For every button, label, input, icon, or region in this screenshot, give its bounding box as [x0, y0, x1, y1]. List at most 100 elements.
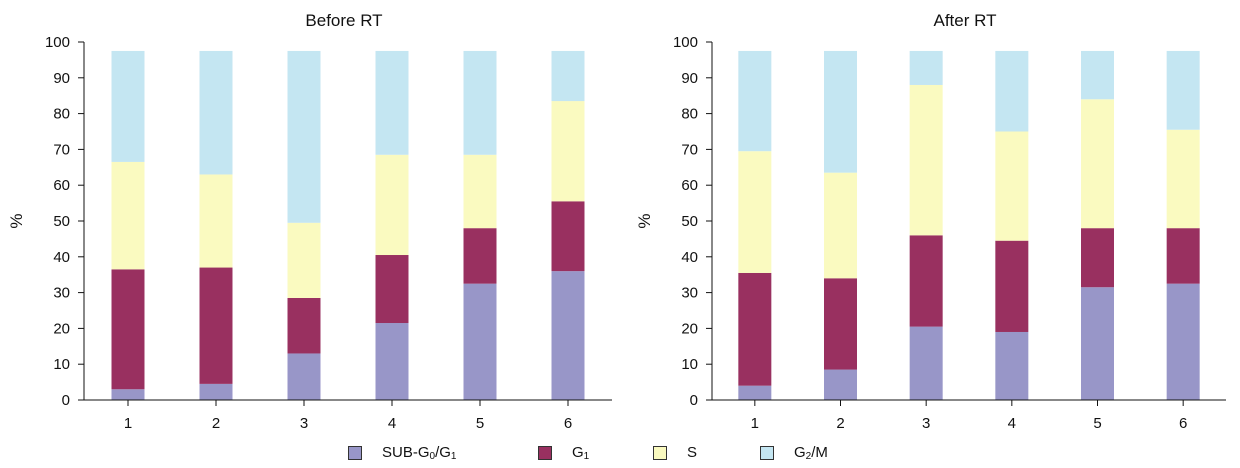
- panel2-bar-g2-m-5: [1081, 50, 1114, 100]
- panel2-bar-sub-g0-g1-1: [738, 385, 772, 400]
- legend-label-s: S: [687, 444, 698, 461]
- panel1-ytick-label-90: 90: [53, 70, 70, 87]
- panel2-bar-g1-3: [909, 235, 943, 327]
- panel1-ytick-label-30: 30: [53, 285, 70, 302]
- legend: SUB-G0/G1 G1 S G2/M: [0, 444, 1240, 468]
- panel1-bar-g2-m-5: [463, 50, 497, 155]
- panel1-title: Before RT: [305, 11, 382, 30]
- panel1-ytick-label-0: 0: [62, 392, 70, 409]
- panel1-ytick-label-80: 80: [53, 106, 70, 123]
- panel2-ytick-label-10: 10: [681, 356, 698, 373]
- panel1-bar-sub-g0-g1-5: [463, 283, 497, 400]
- legend-label-sub-g0-g1: SUB-G0/G1: [382, 444, 457, 462]
- panel2-bar-g1-5: [1081, 228, 1114, 288]
- legend-item-g1: G1: [538, 444, 589, 462]
- panel1-bar-sub-g0-g1-1: [111, 389, 145, 400]
- legend-label-g1: G1: [572, 444, 590, 462]
- panel1-bar-g2-m-6: [551, 50, 585, 102]
- panel1-ytick-label-40: 40: [53, 249, 70, 266]
- panel2-bar-g2-m-2: [824, 50, 857, 173]
- panel1-ytick-label-20: 20: [53, 320, 70, 337]
- panel2-ytick-label-50: 50: [681, 213, 698, 230]
- panel2-bar-sub-g0-g1-5: [1081, 287, 1114, 400]
- panel2-bar-g1-4: [995, 240, 1029, 332]
- panel2-xtick-label-5: 5: [1093, 415, 1101, 432]
- panel2-ytick-label-70: 70: [681, 141, 698, 158]
- panel1-ytick-label-10: 10: [53, 356, 70, 373]
- panel1-bar-g2-m-2: [199, 50, 233, 175]
- panel2-bar-s-6: [1166, 129, 1200, 229]
- panel1-bar-s-6: [551, 101, 585, 202]
- panel2-bar-g2-m-4: [995, 50, 1029, 132]
- legend-swatch-s: [653, 446, 667, 460]
- panel1-ytick-label-100: 100: [45, 34, 70, 51]
- panel2-bar-s-4: [995, 131, 1029, 241]
- panel1-bar-sub-g0-g1-2: [199, 383, 233, 400]
- panel2-bar-g2-m-3: [909, 50, 943, 85]
- panel2-bar-g1-6: [1166, 228, 1200, 284]
- panel2-ytick-label-20: 20: [681, 320, 698, 337]
- panel2-ytick-label-60: 60: [681, 177, 698, 194]
- panel2-bar-g1-2: [824, 278, 857, 370]
- panel2-ytick-label-80: 80: [681, 106, 698, 123]
- panel2-xtick-label-4: 4: [1008, 415, 1016, 432]
- panel1-bar-sub-g0-g1-3: [287, 353, 321, 400]
- panel2-bar-sub-g0-g1-6: [1166, 283, 1200, 400]
- panel2-bar-g2-m-6: [1166, 50, 1200, 130]
- panel1-bar-g2-m-4: [375, 50, 409, 155]
- panel2-ytick-label-40: 40: [681, 249, 698, 266]
- panel2-bar-g2-m-1: [738, 50, 772, 152]
- panel2-ytick-label-0: 0: [690, 392, 698, 409]
- panel2-ytick-label-30: 30: [681, 285, 698, 302]
- panel2-bar-s-5: [1081, 99, 1114, 229]
- legend-item-s: S: [653, 444, 697, 462]
- panel2-bar-g1-1: [738, 272, 772, 386]
- panel1-bar-g1-3: [287, 297, 321, 354]
- panel2-ytick-label-90: 90: [681, 70, 698, 87]
- chart-canvas: Before RT%1 2 3 4 5 60102030405060708090100Af…: [7, 11, 1226, 432]
- legend-swatch-sub-g0-g1: [348, 446, 362, 460]
- panel2-bar-s-3: [909, 84, 943, 236]
- panel1-bar-s-1: [111, 161, 145, 270]
- legend-item-sub-g0-g1: SUB-G0/G1: [348, 444, 456, 462]
- panel1-bar-sub-g0-g1-6: [551, 271, 585, 400]
- panel1-ytick-label-50: 50: [53, 213, 70, 230]
- panel2-xtick-label-1: 1: [751, 415, 759, 432]
- panel1-bar-g1-1: [111, 269, 145, 390]
- panel1-xtick-label-4: 4: [388, 415, 396, 432]
- panel2-xtick-label-2: 2: [836, 415, 844, 432]
- panel2-bar-sub-g0-g1-3: [909, 326, 943, 400]
- legend-label-g2-m: G2/M: [794, 444, 828, 462]
- panel1-bar-sub-g0-g1-4: [375, 323, 409, 400]
- panel1-ytick-label-60: 60: [53, 177, 70, 194]
- panel1-xtick-label-5: 5: [476, 415, 484, 432]
- panel2-bar-sub-g0-g1-4: [995, 331, 1029, 400]
- panel1-bar-g1-6: [551, 201, 585, 272]
- legend-swatch-g2-m: [760, 446, 774, 460]
- panel2-bar-s-1: [738, 151, 772, 273]
- panel1-bar-s-4: [375, 154, 409, 256]
- legend-item-g2-m: G2/M: [760, 444, 828, 462]
- legend-swatch-g1: [538, 446, 552, 460]
- panel1-xtick-label-2: 2: [212, 415, 220, 432]
- panel1-ylabel: %: [7, 213, 26, 228]
- panel1-bar-s-2: [199, 174, 233, 268]
- panel1-xtick-label-6: 6: [564, 415, 572, 432]
- panel1-bar-g2-m-1: [111, 50, 145, 162]
- panel1-ytick-label-70: 70: [53, 141, 70, 158]
- panel2-xtick-label-6: 6: [1179, 415, 1187, 432]
- panel1-xtick-label-3: 3: [300, 415, 308, 432]
- panel2-bar-sub-g0-g1-2: [824, 369, 857, 400]
- panel2-ytick-label-100: 100: [673, 34, 698, 51]
- panel1-xtick-label-1: 1: [124, 415, 132, 432]
- panel1-bar-s-5: [463, 154, 497, 229]
- panel2-bar-s-2: [824, 172, 857, 279]
- panel1-bar-g1-5: [463, 228, 497, 284]
- panel2-xtick-label-3: 3: [922, 415, 930, 432]
- panel2-ylabel: %: [635, 213, 654, 228]
- panel2-title: After RT: [934, 11, 997, 30]
- panel1-bar-s-3: [287, 222, 321, 298]
- panel1-bar-g1-2: [199, 267, 233, 384]
- panel1-bar-g1-4: [375, 255, 409, 324]
- panel1-bar-g2-m-3: [287, 50, 321, 223]
